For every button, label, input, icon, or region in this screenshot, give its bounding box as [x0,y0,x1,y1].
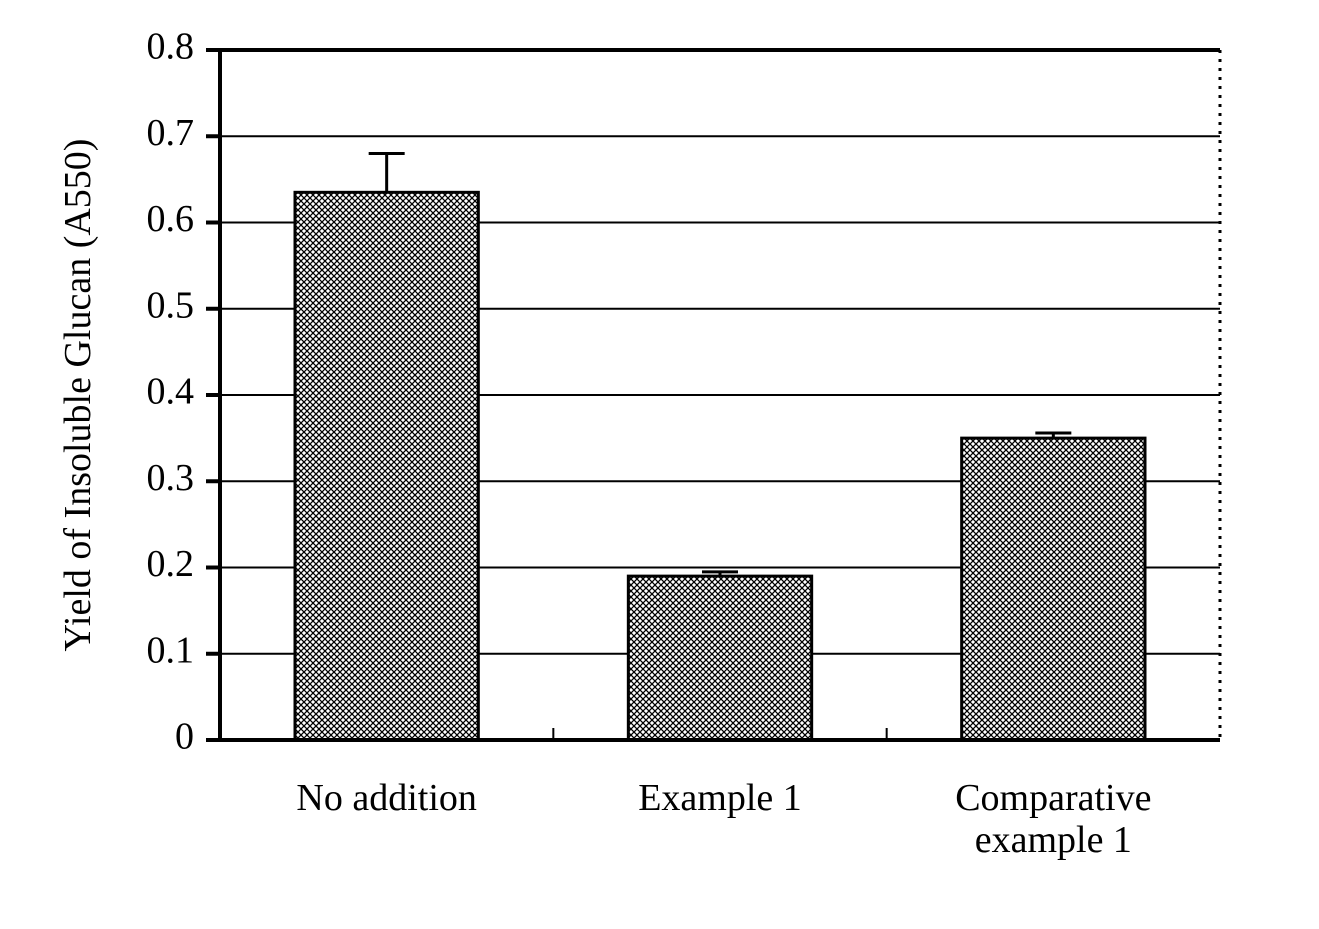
y-tick-label: 0.2 [147,543,195,585]
x-category-label: No addition [296,777,476,819]
y-tick-label: 0.5 [147,284,195,326]
bar [295,154,478,741]
y-tick-label: 0.3 [147,457,195,499]
y-tick-label: 0.1 [147,629,195,671]
bar [628,572,811,740]
glucan-bar-chart: 0 0.1 0.2 0.3 0.4 0.5 0.6 0.7 0.8 No addition Exam… [40,30,1280,900]
y-tick-label: 0.4 [147,371,195,413]
y-tick-label: 0 [175,716,194,758]
y-axis-label: Yield of Insoluble Glucan (A550) [57,139,99,652]
x-category-label: Comparativeexample 1 [955,777,1151,861]
chart-svg: 0 0.1 0.2 0.3 0.4 0.5 0.6 0.7 0.8 No addition Exam… [40,30,1280,900]
bar [962,433,1145,740]
y-tick-label: 0.8 [147,30,195,68]
x-category-label: Example 1 [638,777,802,819]
y-tick-label: 0.6 [147,198,195,240]
y-tick-label: 0.7 [147,112,195,154]
